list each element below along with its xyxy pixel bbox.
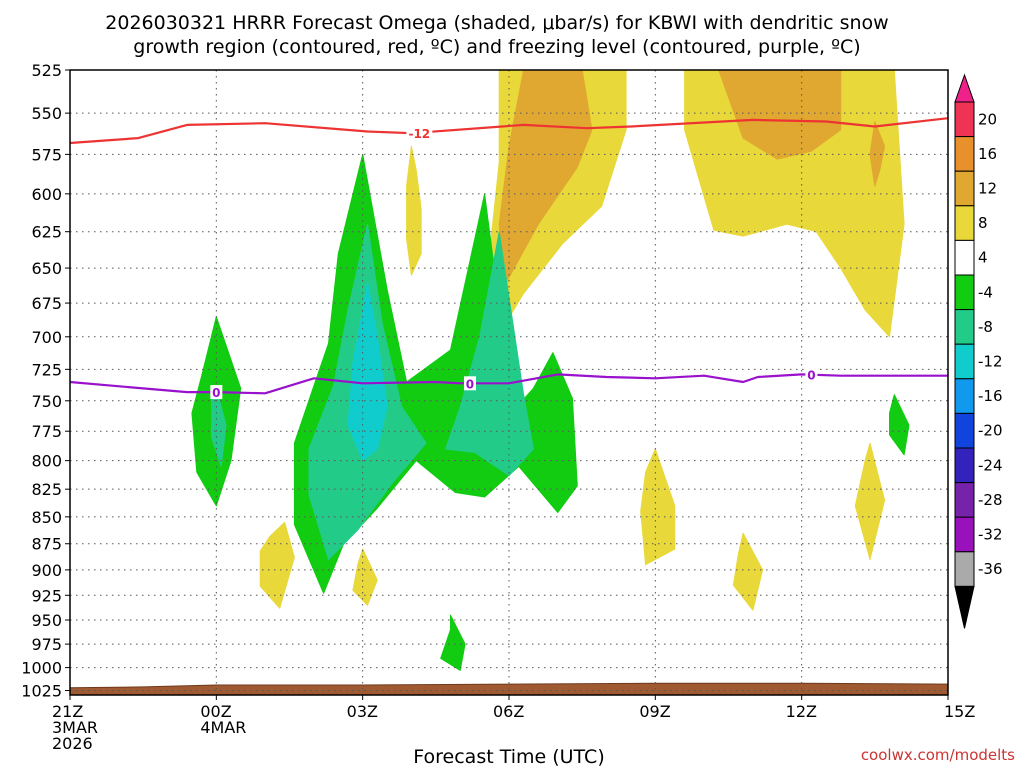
omega-region-4 [869, 121, 886, 187]
dgz-contour-label-bg [406, 126, 433, 141]
dgz-contour-label: -12 [408, 127, 430, 141]
y-tick-label-1025: 1025 [21, 681, 62, 700]
colorbar-label-9: -20 [978, 422, 1003, 440]
colorbar-swatch-13 [954, 551, 975, 587]
omega-region-8 [640, 448, 676, 566]
pressure-axis: 525 550 575 600 625 650 675 700 725 750 775 800 825 8… [21, 61, 70, 700]
credit-label: coolwx.com/modelts [861, 746, 1015, 764]
omega-region-5 [406, 145, 422, 276]
colorbar-label-3: 8 [978, 214, 988, 232]
y-tick-label-800: 800 [31, 452, 62, 471]
freezing-level-line [69, 373, 948, 395]
colorbar-label-2: 12 [978, 180, 997, 198]
colorbar-swatch-6 [954, 309, 975, 345]
y-tick-label-900: 900 [31, 561, 62, 580]
colorbar-label-13: -36 [978, 560, 1003, 578]
contour-layer: -12 0 0 0 [69, 117, 949, 400]
omega-region-14 [889, 394, 910, 456]
freezing-level-label-0: 0 [212, 386, 220, 400]
x-tick-label-15-0: 12Z [786, 702, 817, 721]
colorbar-label-4: 4 [978, 249, 988, 267]
omega-region-7 [352, 548, 378, 606]
y-tick-label-525: 525 [31, 61, 62, 80]
colorbar-label-11: -28 [978, 491, 1003, 509]
omega-region-13 [440, 614, 466, 671]
chart-title-line-1: 2026030321 HRRR Forecast Omega (shaded, … [105, 12, 888, 34]
freezing-label-bg-2 [805, 367, 818, 382]
x-tick-label-0-2: 2026 [52, 734, 93, 753]
dgz-contour-line [69, 117, 949, 145]
y-tick-label-1000: 1000 [21, 659, 62, 678]
y-tick-label-750: 750 [31, 392, 62, 411]
x-axis-label: Forecast Time (UTC) [413, 746, 604, 768]
y-tick-label-550: 550 [31, 104, 62, 123]
colorbar-swatch-11 [954, 482, 975, 518]
x-tick-label-3-0: 00Z [200, 702, 231, 721]
x-tick-label-0-1: 3MAR [52, 718, 98, 737]
y-tick-label-850: 850 [31, 508, 62, 527]
freezing-label-bg-1 [463, 376, 476, 391]
y-tick-label-950: 950 [31, 611, 62, 630]
colorbar-swatch-5 [954, 274, 975, 311]
x-tick-label-3-1: 4MAR [200, 718, 246, 737]
colorbar-swatch-7 [954, 343, 975, 380]
x-tick-label-18-0: 15Z [944, 702, 975, 721]
y-tick-label-625: 625 [31, 223, 62, 242]
x-tick-label-12-0: 09Z [639, 702, 670, 721]
x-tick-label-0-0: 21Z [52, 702, 83, 721]
y-tick-label-700: 700 [31, 328, 62, 347]
y-tick-label-975: 975 [31, 635, 62, 654]
colorbar-label-0: 20 [978, 110, 997, 128]
omega-region-9 [732, 532, 764, 611]
colorbar-label-6: -8 [978, 318, 993, 336]
freezing-level-label-1: 0 [466, 377, 474, 391]
y-tick-label-825: 825 [31, 480, 62, 499]
freezing-level-label-2: 0 [807, 368, 815, 382]
colorbar-swatch-2 [954, 170, 975, 207]
omega-region-10 [854, 442, 886, 560]
colorbar-swatch-1 [954, 136, 975, 172]
colorbar-label-7: -12 [978, 353, 1003, 371]
colorbar-label-10: -24 [978, 456, 1003, 474]
colorbar-label-8: -16 [978, 387, 1003, 405]
colorbar-label-1: 16 [978, 145, 997, 163]
y-tick-label-600: 600 [31, 185, 62, 204]
colorbar-label-12: -32 [978, 526, 1003, 544]
chart-title-line-2: growth region (contoured, red, ºC) and f… [133, 36, 860, 58]
colorbar-label-5: -4 [978, 283, 993, 301]
colorbar-swatch-12 [954, 516, 975, 553]
y-tick-label-725: 725 [31, 360, 62, 379]
colorbar-swatch-9 [954, 412, 975, 449]
y-tick-label-675: 675 [31, 294, 62, 313]
y-tick-label-650: 650 [31, 259, 62, 278]
colorbar-swatch-8 [954, 378, 975, 414]
omega-region-1 [684, 69, 905, 338]
colorbar-swatch-4 [954, 239, 975, 276]
omega-shading-layer [191, 69, 910, 671]
colorbar-swatch-0 [954, 101, 975, 138]
y-tick-label-775: 775 [31, 422, 62, 441]
omega-region-16 [445, 231, 534, 477]
colorbar: 20 16 12 8 4 -4 -8 -12 -16 -20 -24 -28 -32 -36 [954, 73, 1003, 629]
freezing-label-bg-0 [210, 385, 223, 400]
y-tick-label-925: 925 [31, 586, 62, 605]
x-tick-label-9-0: 06Z [493, 702, 524, 721]
colorbar-swatch-3 [954, 205, 975, 241]
x-tick-label-6-0: 03Z [347, 702, 378, 721]
y-tick-label-875: 875 [31, 535, 62, 554]
colorbar-bottom-arrow [954, 585, 975, 629]
colorbar-swatch-10 [954, 447, 975, 484]
y-tick-label-575: 575 [31, 145, 62, 164]
